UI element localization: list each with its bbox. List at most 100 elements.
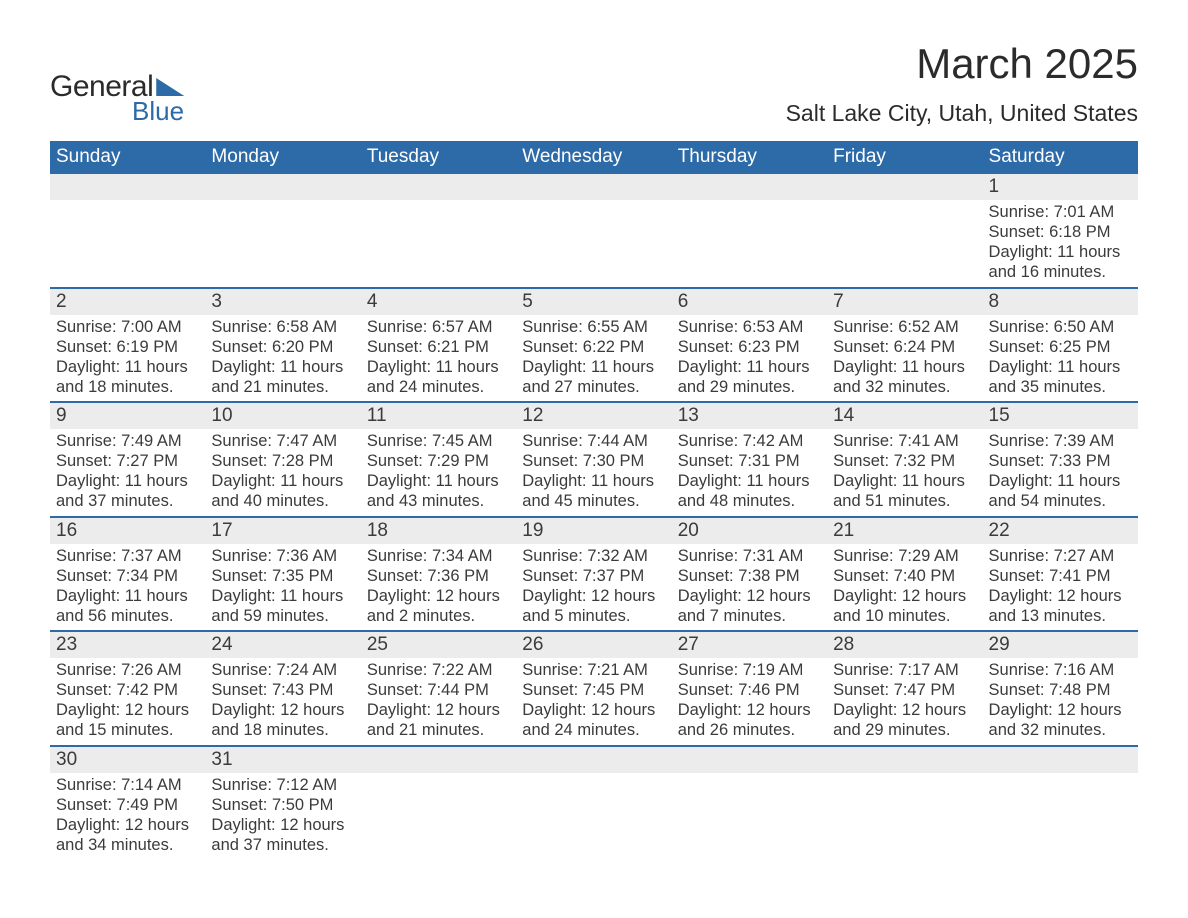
header: General Blue March 2025 Salt Lake City, … bbox=[50, 40, 1138, 133]
sunset-line: Sunset: 7:30 PM bbox=[522, 451, 665, 471]
day-number: 5 bbox=[516, 289, 671, 315]
day-body: Sunrise: 6:50 AMSunset: 6:25 PMDaylight:… bbox=[983, 315, 1138, 402]
day-body: Sunrise: 7:42 AMSunset: 7:31 PMDaylight:… bbox=[672, 429, 827, 516]
day-number bbox=[205, 174, 360, 200]
calendar-day-cell: 22Sunrise: 7:27 AMSunset: 7:41 PMDayligh… bbox=[983, 517, 1138, 632]
sunrise-line: Sunrise: 7:45 AM bbox=[367, 431, 510, 451]
day-body: Sunrise: 7:14 AMSunset: 7:49 PMDaylight:… bbox=[50, 773, 205, 860]
day-number bbox=[827, 747, 982, 773]
day-number: 11 bbox=[361, 403, 516, 429]
sunrise-line: Sunrise: 7:00 AM bbox=[56, 317, 199, 337]
sunset-line: Sunset: 6:20 PM bbox=[211, 337, 354, 357]
day-number: 7 bbox=[827, 289, 982, 315]
day-body bbox=[672, 773, 827, 779]
day-number bbox=[672, 174, 827, 200]
daylight-line: Daylight: 12 hours and 15 minutes. bbox=[56, 700, 199, 740]
calendar-table: SundayMondayTuesdayWednesdayThursdayFrid… bbox=[50, 141, 1138, 859]
sunrise-line: Sunrise: 7:34 AM bbox=[367, 546, 510, 566]
day-number bbox=[672, 747, 827, 773]
calendar-day-cell: 8Sunrise: 6:50 AMSunset: 6:25 PMDaylight… bbox=[983, 288, 1138, 403]
day-body bbox=[205, 200, 360, 206]
day-body bbox=[516, 200, 671, 206]
calendar-day-cell: 25Sunrise: 7:22 AMSunset: 7:44 PMDayligh… bbox=[361, 631, 516, 746]
day-body: Sunrise: 7:21 AMSunset: 7:45 PMDaylight:… bbox=[516, 658, 671, 745]
day-number: 8 bbox=[983, 289, 1138, 315]
sunset-line: Sunset: 6:25 PM bbox=[989, 337, 1132, 357]
sunset-line: Sunset: 7:46 PM bbox=[678, 680, 821, 700]
calendar-day-cell: 20Sunrise: 7:31 AMSunset: 7:38 PMDayligh… bbox=[672, 517, 827, 632]
day-number: 12 bbox=[516, 403, 671, 429]
calendar-day-cell: 9Sunrise: 7:49 AMSunset: 7:27 PMDaylight… bbox=[50, 402, 205, 517]
day-number: 23 bbox=[50, 632, 205, 658]
calendar-day-cell bbox=[827, 746, 982, 860]
daylight-line: Daylight: 12 hours and 24 minutes. bbox=[522, 700, 665, 740]
sunset-line: Sunset: 7:28 PM bbox=[211, 451, 354, 471]
sunrise-line: Sunrise: 7:21 AM bbox=[522, 660, 665, 680]
calendar-week-row: 2Sunrise: 7:00 AMSunset: 6:19 PMDaylight… bbox=[50, 288, 1138, 403]
daylight-line: Daylight: 11 hours and 24 minutes. bbox=[367, 357, 510, 397]
location-subtitle: Salt Lake City, Utah, United States bbox=[786, 100, 1138, 127]
sunrise-line: Sunrise: 7:29 AM bbox=[833, 546, 976, 566]
day-body: Sunrise: 7:01 AMSunset: 6:18 PMDaylight:… bbox=[983, 200, 1138, 287]
sunset-line: Sunset: 7:49 PM bbox=[56, 795, 199, 815]
daylight-line: Daylight: 11 hours and 18 minutes. bbox=[56, 357, 199, 397]
sunrise-line: Sunrise: 7:14 AM bbox=[56, 775, 199, 795]
day-number: 24 bbox=[205, 632, 360, 658]
calendar-day-cell bbox=[516, 746, 671, 860]
day-body: Sunrise: 7:44 AMSunset: 7:30 PMDaylight:… bbox=[516, 429, 671, 516]
day-body: Sunrise: 7:37 AMSunset: 7:34 PMDaylight:… bbox=[50, 544, 205, 631]
day-body: Sunrise: 7:41 AMSunset: 7:32 PMDaylight:… bbox=[827, 429, 982, 516]
sunrise-line: Sunrise: 7:26 AM bbox=[56, 660, 199, 680]
weekday-header-row: SundayMondayTuesdayWednesdayThursdayFrid… bbox=[50, 141, 1138, 174]
weekday-header: Saturday bbox=[983, 141, 1138, 174]
daylight-line: Daylight: 11 hours and 54 minutes. bbox=[989, 471, 1132, 511]
weekday-header: Sunday bbox=[50, 141, 205, 174]
weekday-header: Wednesday bbox=[516, 141, 671, 174]
calendar-day-cell: 23Sunrise: 7:26 AMSunset: 7:42 PMDayligh… bbox=[50, 631, 205, 746]
calendar-day-cell: 30Sunrise: 7:14 AMSunset: 7:49 PMDayligh… bbox=[50, 746, 205, 860]
sunset-line: Sunset: 7:41 PM bbox=[989, 566, 1132, 586]
day-body: Sunrise: 7:36 AMSunset: 7:35 PMDaylight:… bbox=[205, 544, 360, 631]
calendar-day-cell: 27Sunrise: 7:19 AMSunset: 7:46 PMDayligh… bbox=[672, 631, 827, 746]
daylight-line: Daylight: 12 hours and 7 minutes. bbox=[678, 586, 821, 626]
day-number: 29 bbox=[983, 632, 1138, 658]
sunset-line: Sunset: 7:34 PM bbox=[56, 566, 199, 586]
calendar-day-cell: 29Sunrise: 7:16 AMSunset: 7:48 PMDayligh… bbox=[983, 631, 1138, 746]
day-number: 10 bbox=[205, 403, 360, 429]
daylight-line: Daylight: 12 hours and 13 minutes. bbox=[989, 586, 1132, 626]
day-number: 3 bbox=[205, 289, 360, 315]
daylight-line: Daylight: 12 hours and 37 minutes. bbox=[211, 815, 354, 855]
brand-flag-icon bbox=[156, 78, 184, 96]
day-body bbox=[827, 773, 982, 779]
sunrise-line: Sunrise: 7:31 AM bbox=[678, 546, 821, 566]
calendar-day-cell: 14Sunrise: 7:41 AMSunset: 7:32 PMDayligh… bbox=[827, 402, 982, 517]
sunset-line: Sunset: 7:36 PM bbox=[367, 566, 510, 586]
weekday-header: Monday bbox=[205, 141, 360, 174]
calendar-day-cell: 12Sunrise: 7:44 AMSunset: 7:30 PMDayligh… bbox=[516, 402, 671, 517]
daylight-line: Daylight: 12 hours and 26 minutes. bbox=[678, 700, 821, 740]
daylight-line: Daylight: 11 hours and 16 minutes. bbox=[989, 242, 1132, 282]
day-body: Sunrise: 7:31 AMSunset: 7:38 PMDaylight:… bbox=[672, 544, 827, 631]
day-body bbox=[516, 773, 671, 779]
sunset-line: Sunset: 7:42 PM bbox=[56, 680, 199, 700]
sunrise-line: Sunrise: 7:24 AM bbox=[211, 660, 354, 680]
month-title: March 2025 bbox=[786, 40, 1138, 88]
sunset-line: Sunset: 7:47 PM bbox=[833, 680, 976, 700]
day-number bbox=[516, 174, 671, 200]
daylight-line: Daylight: 11 hours and 59 minutes. bbox=[211, 586, 354, 626]
sunrise-line: Sunrise: 7:36 AM bbox=[211, 546, 354, 566]
sunrise-line: Sunrise: 7:32 AM bbox=[522, 546, 665, 566]
daylight-line: Daylight: 12 hours and 5 minutes. bbox=[522, 586, 665, 626]
sunrise-line: Sunrise: 7:17 AM bbox=[833, 660, 976, 680]
sunrise-line: Sunrise: 7:47 AM bbox=[211, 431, 354, 451]
day-body: Sunrise: 7:34 AMSunset: 7:36 PMDaylight:… bbox=[361, 544, 516, 631]
day-body bbox=[50, 200, 205, 206]
calendar-day-cell: 15Sunrise: 7:39 AMSunset: 7:33 PMDayligh… bbox=[983, 402, 1138, 517]
sunrise-line: Sunrise: 6:55 AM bbox=[522, 317, 665, 337]
day-number: 22 bbox=[983, 518, 1138, 544]
day-body: Sunrise: 6:53 AMSunset: 6:23 PMDaylight:… bbox=[672, 315, 827, 402]
daylight-line: Daylight: 11 hours and 32 minutes. bbox=[833, 357, 976, 397]
day-number bbox=[983, 747, 1138, 773]
daylight-line: Daylight: 11 hours and 45 minutes. bbox=[522, 471, 665, 511]
sunset-line: Sunset: 7:50 PM bbox=[211, 795, 354, 815]
